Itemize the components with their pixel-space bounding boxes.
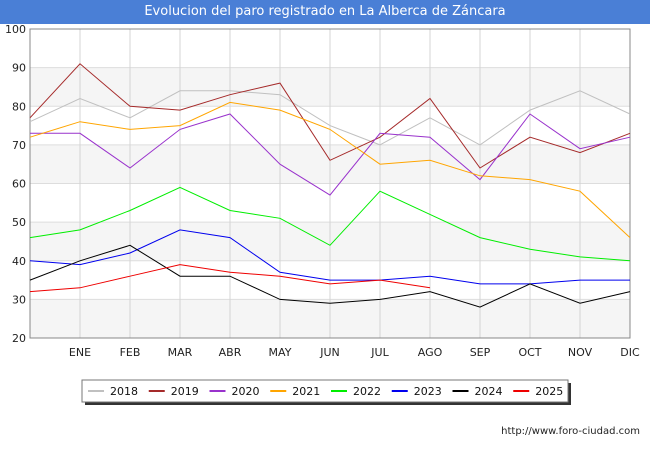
legend-label-2019: 2019: [171, 385, 199, 398]
y-tick-label: 30: [12, 293, 26, 306]
series-line-2021: [29, 101, 631, 238]
legend-label-2020: 2020: [232, 385, 260, 398]
series-line-2020: [30, 113, 631, 196]
y-tick-label: 100: [5, 23, 26, 36]
y-tick-label: 50: [12, 216, 26, 229]
legend-box: [81, 379, 569, 403]
x-tick-label: NOV: [568, 346, 593, 359]
x-tick-label: AGO: [418, 346, 443, 359]
series-line-2018: [29, 90, 631, 146]
series-line-2025: [29, 264, 431, 293]
x-tick-label: ABR: [219, 346, 242, 359]
x-tick-label: OCT: [518, 346, 541, 359]
chart-title: Evolucion del paro registrado en La Albe…: [0, 0, 650, 24]
legend-label-2021: 2021: [292, 385, 320, 398]
x-tick-label: MAY: [269, 346, 292, 359]
legend-label-2018: 2018: [110, 385, 138, 398]
series-line-2024: [29, 244, 631, 308]
x-tick-label: DIC: [620, 346, 640, 359]
series-lines: [29, 63, 631, 308]
y-tick-label: 70: [12, 139, 26, 152]
series-line-2019: [29, 63, 631, 169]
x-axis-ticks: ENE FEB MAR ABR MAY JUN JUL AGO SEP OCT NOV DIC: [69, 346, 640, 359]
x-tick-label: JUL: [370, 346, 389, 359]
legend-label-2023: 2023: [414, 385, 442, 398]
y-tick-label: 20: [12, 332, 26, 345]
y-tick-label: 80: [12, 100, 26, 113]
x-tick-label: FEB: [120, 346, 141, 359]
y-tick-label: 60: [12, 178, 26, 191]
plot-border: [29, 28, 631, 339]
gridlines: [29, 28, 631, 339]
x-tick-label: ENE: [69, 346, 91, 359]
source-credit: http://www.foro-ciudad.com: [501, 426, 640, 437]
y-axis-ticks: 20 30 40 50 60 70 80 90 100: [5, 23, 26, 345]
legend-label-2025: 2025: [535, 385, 563, 398]
y-tick-label: 90: [12, 62, 26, 75]
x-tick-label: JUN: [319, 346, 340, 359]
x-tick-label: MAR: [168, 346, 193, 359]
legend: 2018 2019 2020 2021 2022 2023 2024 2025: [81, 379, 571, 405]
legend-label-2024: 2024: [475, 385, 503, 398]
legend-label-2022: 2022: [353, 385, 381, 398]
series-line-2022: [29, 186, 631, 262]
y-tick-label: 40: [12, 255, 26, 268]
x-tick-label: SEP: [470, 346, 491, 359]
